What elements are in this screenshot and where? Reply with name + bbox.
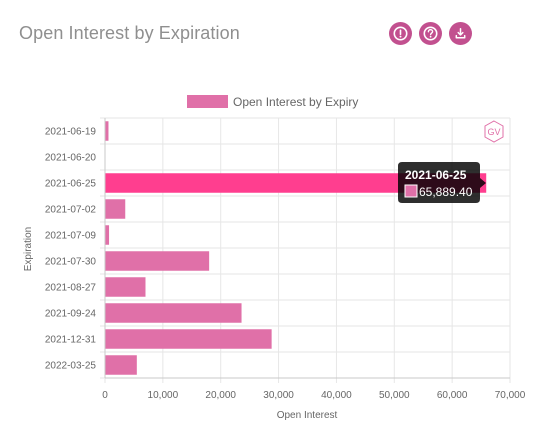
bar-2021-06-19[interactable] [105,121,109,141]
x-tick-label: 10,000 [148,390,179,401]
x-tick-label: 30,000 [263,390,294,401]
x-tick-label: 50,000 [379,390,410,401]
alert-icon[interactable] [389,22,412,45]
tooltip-value: 65,889.40 [419,185,473,199]
bar-2021-12-31[interactable] [105,329,272,349]
tooltip-title: 2021-06-25 [405,168,467,182]
bar-2021-07-30[interactable] [105,251,210,271]
y-tick-label: 2021-07-02 [45,205,97,216]
watermark-logo: GV [484,120,504,143]
legend-swatch [187,95,228,108]
bar-2021-09-24[interactable] [105,303,242,323]
bar-2021-07-02[interactable] [105,199,126,219]
x-tick-label: 40,000 [321,390,352,401]
y-tick-label: 2021-08-27 [45,283,97,294]
y-tick-label: 2021-06-25 [45,179,97,190]
bars [105,121,487,375]
x-tick-label: 20,000 [205,390,236,401]
chart-title: Open Interest by Expiration [19,23,240,43]
axes [104,118,510,379]
x-axis-title: Open Interest [277,410,338,421]
bar-2021-07-09[interactable] [105,225,110,245]
help-icon[interactable] [419,22,442,45]
x-tick-label: 70,000 [495,390,526,401]
x-tick-label: 0 [102,390,108,401]
bar-2021-06-25[interactable] [105,173,487,193]
tooltip: 2021-06-25 65,889.40 [398,162,486,203]
bar-2022-03-25[interactable] [105,355,137,375]
y-tick-label: 2021-07-09 [45,231,97,242]
watermark-text: GV [487,127,500,137]
y-tick-label: 2022-03-25 [45,361,97,372]
y-tick-label: 2021-06-20 [45,153,97,164]
y-tick-label: 2021-06-19 [45,127,97,138]
legend[interactable]: Open Interest by Expiry [187,95,358,109]
y-axis-title: Expiration [23,227,34,271]
download-icon[interactable] [449,22,472,45]
labels: 0 10,000 20,000 30,000 40,000 50,000 60,000 70,… [45,127,526,402]
x-tick-label: 60,000 [437,390,468,401]
tooltip-swatch [404,184,418,198]
y-tick-label: 2021-09-24 [45,309,97,320]
y-tick-label: 2021-12-31 [45,335,97,346]
y-tick-label: 2021-07-30 [45,257,97,268]
legend-label: Open Interest by Expiry [233,95,358,109]
bar-2021-08-27[interactable] [105,277,146,297]
